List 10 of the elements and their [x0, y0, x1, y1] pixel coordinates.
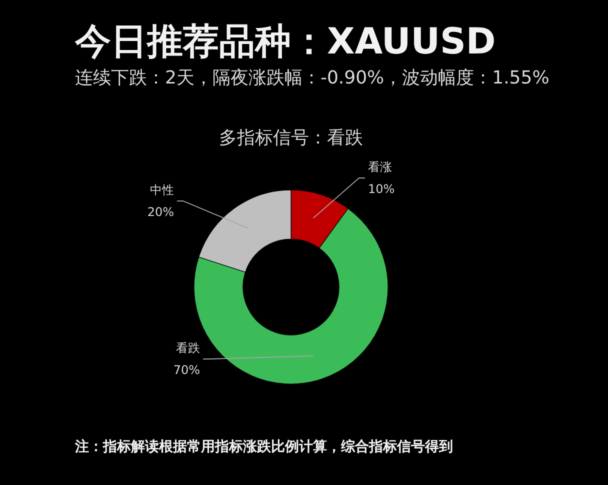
slice-label: 看涨 — [368, 160, 392, 174]
data-label: 10% — [368, 182, 395, 196]
data-label: 70% — [173, 363, 200, 377]
slice-label: 看跌 — [176, 341, 200, 355]
text: 注：指标解读根据常用指标涨跌比例计算，综合指标信号得到 — [74, 438, 453, 455]
data-label: 20% — [147, 205, 174, 219]
text: 多指标信号：看跌 — [219, 128, 363, 148]
chart-title: 今日推荐品种：XAUUSD — [74, 22, 496, 62]
slice-label: 中性 — [150, 183, 174, 197]
chart-subtitle: 连续下跌：2天，隔夜涨跌幅：-0.90%，波动幅度：1.55% — [75, 68, 550, 88]
